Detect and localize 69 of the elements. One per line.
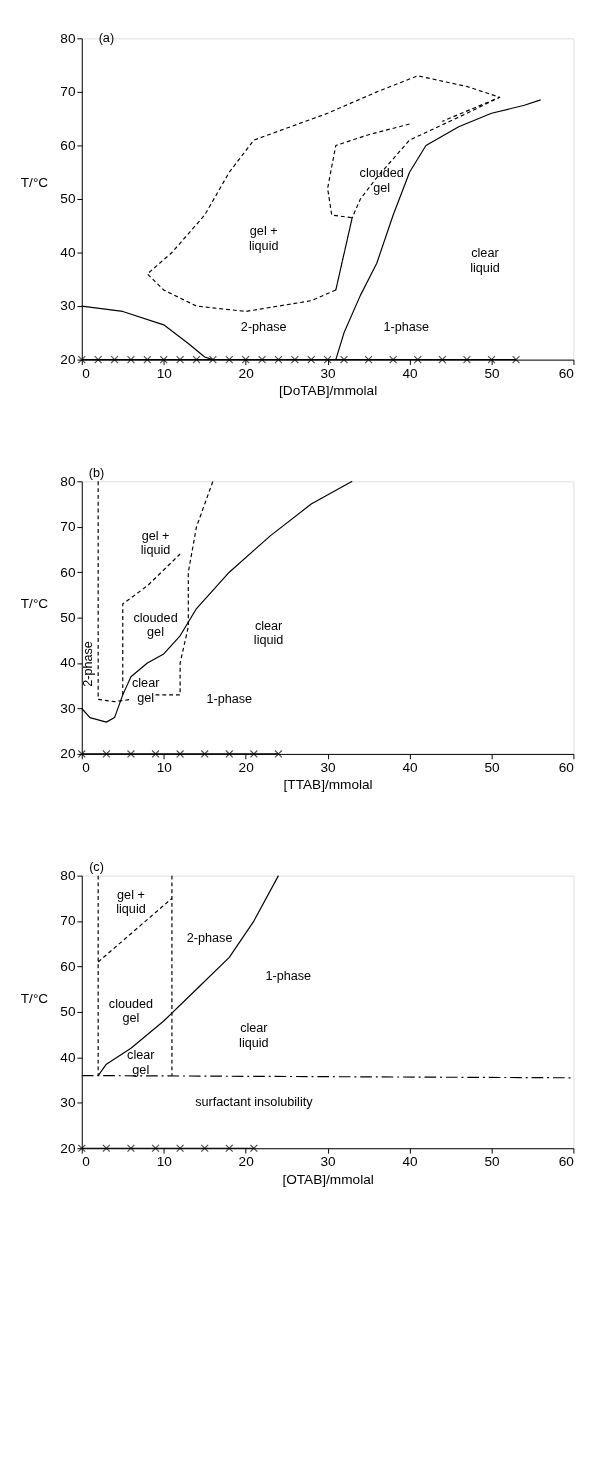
x-tick-label: 20 (238, 365, 255, 381)
y-axis-title: T/°C (20, 175, 49, 191)
annotation: clouded gel (133, 610, 178, 640)
text: (c) (89, 860, 104, 875)
x-axis-title: [DoTAB]/mmolal (279, 383, 378, 399)
y-tick-label: 30 (60, 700, 76, 716)
y-tick-label: 60 (60, 564, 76, 580)
x-tick-label: 0 (82, 759, 91, 775)
y-tick-label: 50 (60, 610, 76, 626)
x-tick-label: 60 (558, 1154, 575, 1170)
x-tick-label: 0 (82, 1154, 91, 1170)
x-tick-label: 10 (156, 759, 173, 775)
annotation: clear liquid (470, 246, 500, 276)
x-tick-label: 60 (558, 365, 575, 381)
annotation: gel + liquid (248, 224, 279, 253)
x-tick-label: 20 (238, 1154, 255, 1170)
y-tick-label: 70 (60, 84, 76, 100)
annotation: gel + liquid (140, 528, 171, 558)
annotation: clouded gel (359, 166, 404, 195)
y-tick-label: 20 (60, 352, 76, 368)
y-tick-label: 20 (60, 746, 76, 762)
annotation: clear liquid (239, 1021, 269, 1050)
annotation: 1-phase (206, 692, 253, 707)
x-tick-label: 30 (320, 365, 337, 381)
y-tick-label: 20 (60, 1140, 76, 1156)
y-tick-label: 50 (60, 1004, 76, 1020)
y-tick-label: 40 (60, 1049, 76, 1065)
y-tick-label: 70 (60, 913, 76, 929)
x-tick-label: 10 (156, 365, 173, 381)
annotation: clear gel (132, 675, 160, 705)
x-tick-label: 60 (558, 759, 575, 775)
x-tick-label: 40 (402, 1154, 419, 1170)
y-tick-label: 40 (60, 244, 76, 260)
x-tick-label: 30 (320, 1154, 337, 1170)
x-axis-title: [TTAB]/mmolal (283, 777, 373, 793)
y-tick-label: 80 (60, 30, 76, 46)
y-axis-title: T/°C (20, 596, 49, 612)
y-tick-label: 80 (60, 473, 76, 489)
annotation: clear gel (127, 1048, 155, 1078)
x-axis-title: [OTAB]/mmolal (282, 1171, 374, 1187)
y-tick-label: 40 (60, 655, 76, 671)
x-tick-label: 10 (156, 1154, 173, 1170)
y-tick-label: 60 (60, 137, 76, 153)
x-tick-label: 50 (484, 365, 500, 381)
annotation: 1-phase (383, 320, 430, 335)
x-tick-label: 50 (484, 759, 500, 775)
annotation: clear liquid (253, 618, 284, 648)
annotation: 1-phase (265, 969, 312, 984)
x-tick-label: 40 (402, 365, 419, 381)
x-tick-label: 20 (238, 759, 255, 775)
y-tick-label: 50 (60, 191, 76, 207)
y-tick-label: 80 (60, 868, 76, 884)
x-tick-label: 50 (484, 1154, 500, 1170)
x-tick-label: 0 (82, 365, 91, 381)
annotation: (a) (98, 31, 115, 46)
annotation: 2-phase (81, 641, 96, 687)
text: (b) (88, 466, 105, 481)
y-tick-label: 30 (60, 1095, 76, 1111)
x-tick-label: 40 (402, 759, 419, 775)
y-axis-title: T/°C (20, 990, 49, 1006)
annotation: surfactant insolubility (195, 1094, 314, 1109)
y-tick-label: 60 (60, 958, 76, 974)
annotation: 2-phase (240, 320, 287, 335)
y-tick-label: 30 (60, 298, 76, 314)
annotation: clouded gel (108, 996, 154, 1026)
annotation: gel + liquid (116, 887, 146, 917)
x-tick-label: 30 (320, 759, 337, 775)
annotation: 2-phase (186, 931, 233, 946)
y-tick-label: 70 (60, 519, 76, 535)
